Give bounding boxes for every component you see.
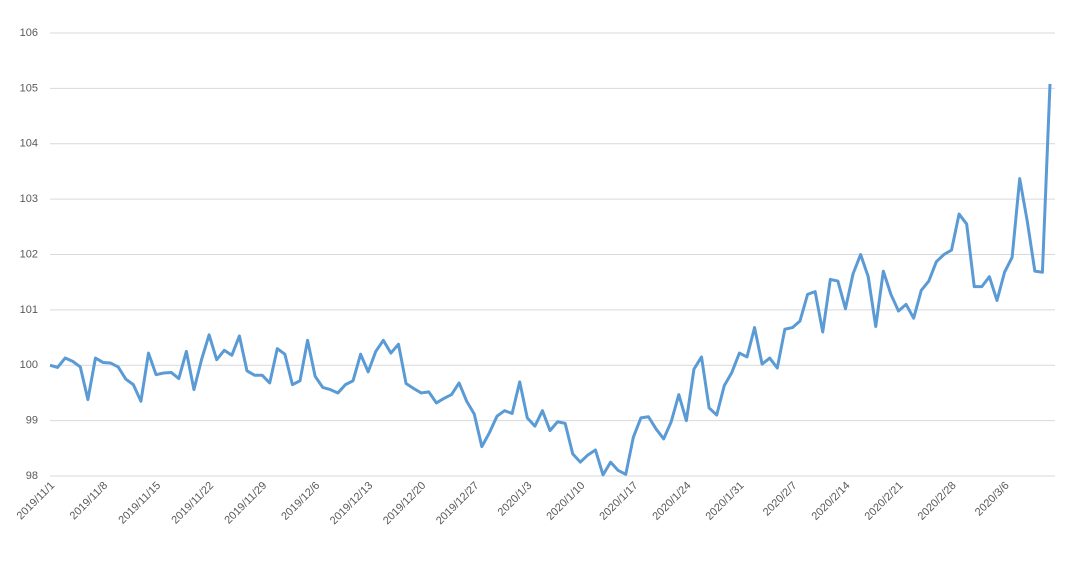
y-tick-label: 101 <box>20 304 38 316</box>
data-line <box>49 83 1052 477</box>
y-tick-label: 102 <box>20 248 38 260</box>
y-tick-label: 98 <box>26 470 38 482</box>
x-tick-label: 2019/12/13 <box>328 480 375 527</box>
x-tick-label: 2020/1/24 <box>650 480 693 523</box>
x-tick-label: 2020/3/6 <box>973 480 1012 519</box>
y-tick-label: 105 <box>20 82 38 94</box>
x-tick-label: 2019/11/1 <box>15 480 58 523</box>
y-tick-label: 104 <box>20 138 38 150</box>
y-tick-label: 99 <box>26 415 38 427</box>
x-tick-label: 2020/2/21 <box>863 480 906 523</box>
x-tick-label: 2020/2/28 <box>916 480 959 523</box>
y-tick-label: 100 <box>20 359 38 371</box>
x-tick-label: 2020/1/3 <box>496 480 535 519</box>
x-tick-label: 2020/1/10 <box>544 480 587 523</box>
x-tick-label: 2019/12/20 <box>381 480 428 527</box>
y-tick-label: 106 <box>20 27 38 39</box>
y-tick-label: 103 <box>20 193 38 205</box>
x-tick-label: 2019/12/6 <box>279 480 322 523</box>
x-tick-label: 2019/11/29 <box>222 480 269 527</box>
x-tick-label: 2020/1/17 <box>597 480 640 523</box>
x-tick-label: 2020/2/7 <box>761 480 800 519</box>
x-tick-label: 2019/11/15 <box>116 480 163 527</box>
x-tick-label: 2019/11/22 <box>169 480 216 527</box>
x-tick-label: 2019/11/8 <box>68 480 111 523</box>
x-tick-label: 2019/12/27 <box>434 480 481 527</box>
x-tick-label: 2020/1/31 <box>703 480 746 523</box>
x-tick-label: 2020/2/14 <box>810 480 853 523</box>
